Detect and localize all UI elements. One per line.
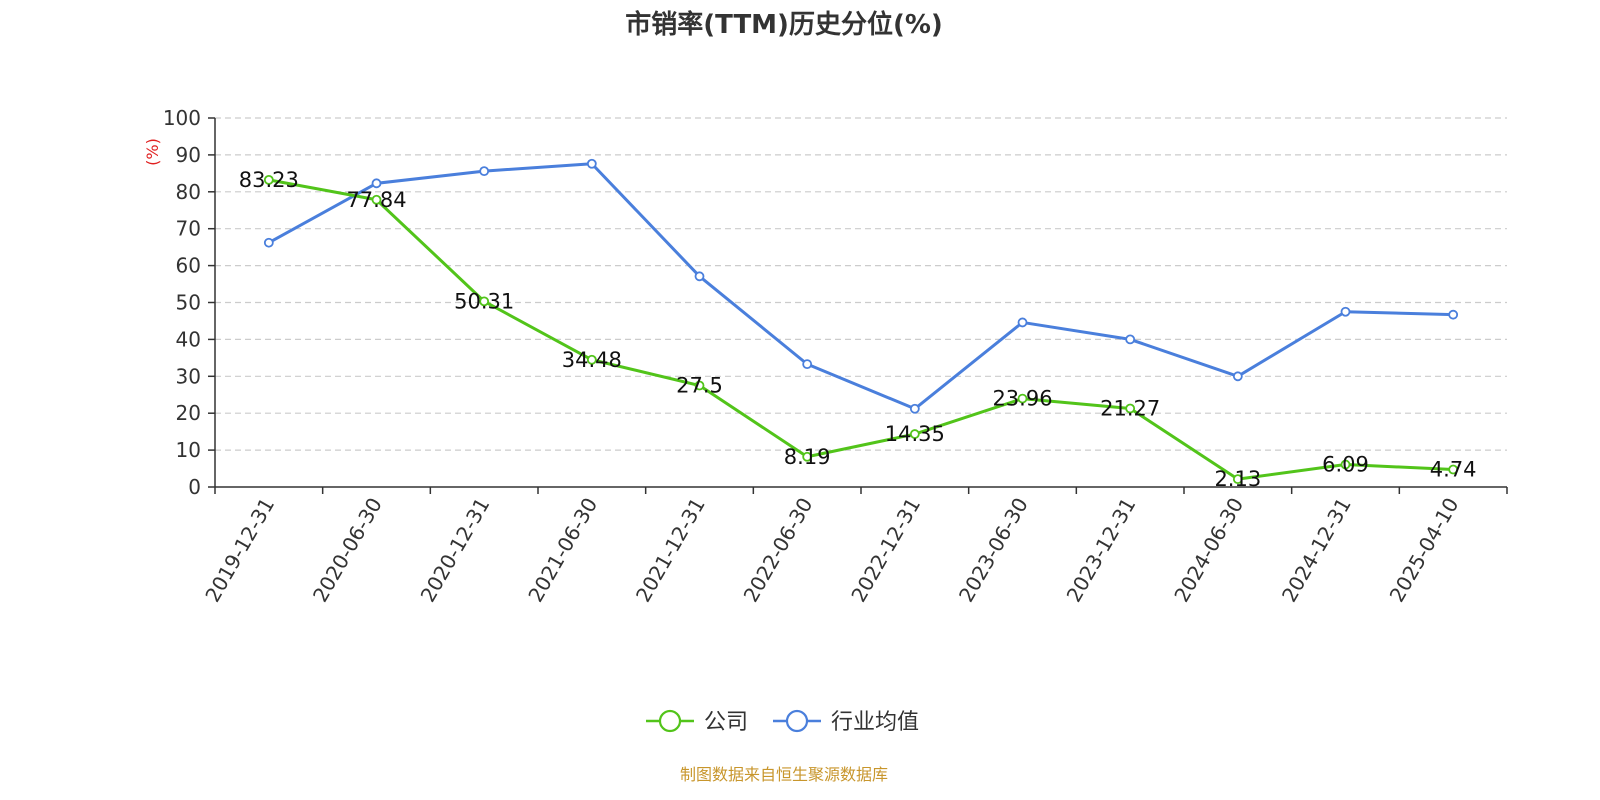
y-tick-label-10: 10 (176, 438, 201, 462)
x-tick-label-2023-06-30: 2023-06-30 (954, 494, 1033, 607)
y-tick-label-70: 70 (176, 217, 201, 241)
x-tick-label-2025-04-10: 2025-04-10 (1385, 494, 1464, 607)
x-tick-label-2020-06-30: 2020-06-30 (308, 494, 387, 607)
series-0-point-2[interactable] (479, 296, 490, 307)
series-0-point-3[interactable] (586, 354, 597, 365)
series-1-point-0[interactable] (263, 237, 274, 248)
legend-item-1[interactable]: 行业均值 (773, 709, 919, 735)
y-tick-labels: 0 10 20 30 40 50 60 70 80 90 100 (163, 106, 201, 499)
legend-marker-1 (785, 709, 809, 733)
series-1-point-6[interactable] (909, 403, 920, 414)
x-tick-label-2019-12-31: 2019-12-31 (200, 494, 279, 607)
series-1-point-4[interactable] (694, 271, 705, 282)
x-tick-label-2024-06-30: 2024-06-30 (1169, 494, 1248, 607)
series-0-point-7[interactable] (1017, 393, 1028, 404)
data-label-11: 4.74 (1430, 458, 1477, 482)
legend-label-0: 公司 (704, 710, 748, 735)
series-lines (263, 158, 1459, 485)
series-1-point-8[interactable] (1125, 334, 1136, 345)
data-label-2: 50.31 (454, 289, 514, 313)
y-tick-label-30: 30 (176, 364, 201, 388)
y-tick-label-60: 60 (176, 254, 201, 278)
x-tick-label-2021-06-30: 2021-06-30 (523, 494, 602, 607)
grid-lines (215, 117, 1507, 451)
axes (208, 117, 1508, 494)
series-1-point-1[interactable] (371, 178, 382, 189)
chart-title: 市销率(TTM)历史分位(%) (625, 9, 943, 40)
data-label-3: 34.48 (562, 348, 622, 372)
legend: 公司 行业均值 (646, 709, 919, 735)
series-1-point-3[interactable] (586, 158, 597, 169)
series-line-0 (268, 178, 1454, 481)
y-tick-label-100: 100 (163, 106, 201, 130)
x-tick-labels: 2019-12-31 2020-06-30 2020-12-31 2021-06-30… (200, 494, 1463, 607)
series-1-point-7[interactable] (1017, 317, 1028, 328)
series-1-point-2[interactable] (479, 166, 490, 177)
legend-item-0[interactable]: 公司 (646, 709, 748, 735)
data-label-6: 14.35 (885, 422, 945, 446)
data-label-0: 83.23 (239, 168, 299, 192)
series-0-point-4[interactable] (694, 380, 705, 391)
x-tick-label-2021-12-31: 2021-12-31 (631, 494, 710, 607)
y-tick-label-80: 80 (176, 180, 201, 204)
data-label-9: 2.13 (1214, 467, 1261, 491)
series-0-point-6[interactable] (909, 429, 920, 439)
y-tick-label-20: 20 (176, 401, 201, 425)
legend-label-1: 行业均值 (831, 710, 919, 735)
data-label-7: 23.96 (992, 387, 1052, 411)
data-label-5: 8.19 (784, 445, 831, 469)
x-tick-label-2020-12-31: 2020-12-31 (416, 494, 495, 607)
source-note: 制图数据来自恒生聚源数据库 (680, 765, 888, 784)
legend-marker-0 (658, 709, 682, 733)
y-tick-label-40: 40 (176, 327, 201, 351)
y-axis-label: (%) (143, 138, 162, 166)
data-label-4: 27.5 (676, 374, 723, 398)
series-0-point-5[interactable] (802, 451, 813, 462)
data-label-10: 6.09 (1322, 453, 1369, 477)
data-labels: 83.23 77.84 50.31 34.48 27.5 8.19 14.35 23.96 21… (239, 168, 1477, 491)
series-0-point-0[interactable] (263, 174, 274, 185)
series-0-point-9[interactable] (1232, 474, 1243, 485)
series-0-point-1[interactable] (371, 194, 382, 205)
y-tick-label-90: 90 (176, 143, 201, 167)
series-1-point-10[interactable] (1340, 306, 1351, 317)
series-1-point-5[interactable] (802, 359, 813, 370)
y-tick-label-50: 50 (176, 291, 201, 315)
y-tick-label-0: 0 (188, 475, 201, 499)
series-line-1 (268, 162, 1454, 411)
x-tick-label-2023-12-31: 2023-12-31 (1062, 494, 1141, 607)
series-0-point-10[interactable] (1340, 459, 1351, 470)
x-tick-label-2024-12-31: 2024-12-31 (1277, 494, 1356, 607)
data-label-8: 21.27 (1100, 397, 1160, 421)
series-1-point-11[interactable] (1448, 309, 1459, 320)
x-tick-label-2022-12-31: 2022-12-31 (846, 494, 925, 607)
series-1-point-9[interactable] (1232, 371, 1243, 382)
series-0-point-8[interactable] (1125, 403, 1136, 414)
data-label-1: 77.84 (346, 188, 406, 212)
series-0-point-11[interactable] (1448, 464, 1459, 475)
x-tick-label-2022-06-30: 2022-06-30 (739, 494, 818, 607)
